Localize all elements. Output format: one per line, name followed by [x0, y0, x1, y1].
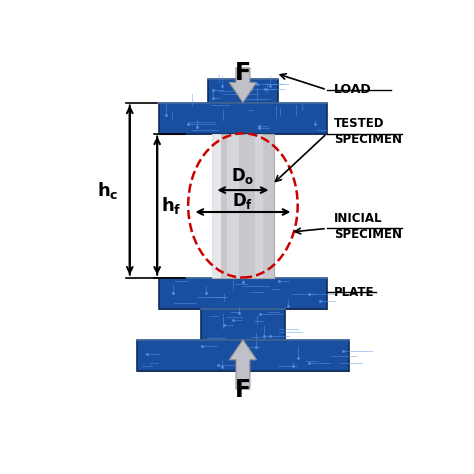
Text: TESTED
SPECIMEN: TESTED SPECIMEN [334, 117, 402, 146]
FancyArrow shape [229, 68, 256, 102]
Bar [212, 134, 221, 278]
FancyArrow shape [229, 340, 256, 389]
Text: LOAD: LOAD [334, 83, 372, 96]
Text: INICIAL
SPECIMEN: INICIAL SPECIMEN [334, 212, 402, 241]
Text: $\mathbf{h_c}$: $\mathbf{h_c}$ [97, 180, 119, 201]
Bar [137, 340, 349, 371]
Text: PLATE: PLATE [334, 286, 374, 299]
Text: $\mathbf{D_o}$: $\mathbf{D_o}$ [231, 166, 255, 186]
Text: $\mathbf{h_f}$: $\mathbf{h_f}$ [161, 195, 182, 216]
Bar [212, 134, 274, 278]
Text: $\mathbf{D_f}$: $\mathbf{D_f}$ [232, 191, 254, 211]
Bar [208, 79, 278, 102]
Text: F: F [235, 378, 251, 402]
Text: F: F [235, 61, 251, 84]
Bar [228, 134, 238, 278]
Bar [159, 278, 327, 309]
Bar [255, 134, 263, 278]
Bar [201, 309, 285, 340]
Bar [159, 102, 327, 134]
